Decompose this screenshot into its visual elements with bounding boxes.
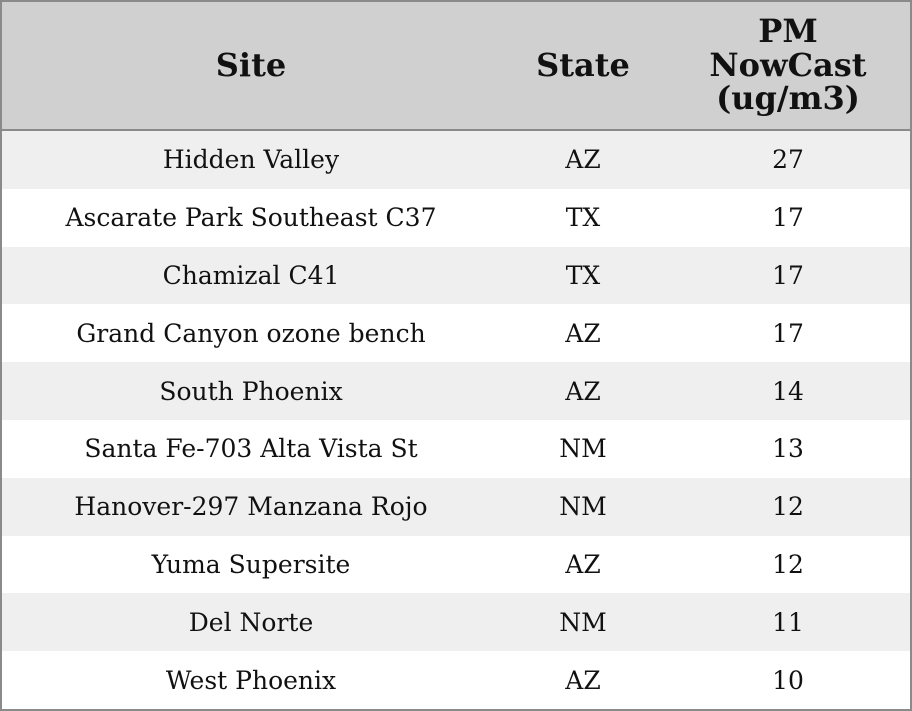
header-cell: PM NowCast (ug/m3) bbox=[666, 2, 910, 131]
table-cell: 17 bbox=[666, 304, 910, 363]
table-body: Hidden Valley AZ 27 Ascarate Park Southeast… bbox=[2, 130, 910, 709]
table-row: Hanover-297 Manzana Rojo NM 12 bbox=[2, 477, 910, 536]
table-row: South Phoenix AZ 14 bbox=[2, 362, 910, 420]
header-text: PM NowCast (ug/m3) bbox=[709, 12, 867, 118]
table-cell: NM bbox=[500, 477, 666, 536]
header-row: Site State PM NowCast (ug/m3) bbox=[2, 2, 910, 131]
header-text: Site bbox=[215, 45, 287, 84]
table-cell: 17 bbox=[666, 246, 910, 305]
table-row: Santa Fe-703 Alta Vista St NM 13 bbox=[2, 419, 910, 478]
table-cell: AZ bbox=[500, 651, 666, 709]
table-cell: 10 bbox=[666, 651, 910, 709]
table-cell: 12 bbox=[666, 535, 910, 594]
table-cell: 12 bbox=[666, 477, 910, 536]
table-cell: TX bbox=[500, 188, 666, 247]
table-cell: Grand Canyon ozone bench bbox=[2, 304, 500, 363]
table-row: Chamizal C41 TX 17 bbox=[2, 246, 910, 305]
table-cell: Chamizal C41 bbox=[2, 246, 500, 305]
table-cell: Santa Fe-703 Alta Vista St bbox=[2, 419, 500, 478]
table-row: Yuma Supersite AZ 12 bbox=[2, 535, 910, 594]
table-cell: TX bbox=[500, 246, 666, 305]
table-cell: South Phoenix bbox=[2, 362, 500, 420]
table-row: Hidden Valley AZ 27 bbox=[2, 130, 910, 189]
table-cell: NM bbox=[500, 419, 666, 478]
table-cell: West Phoenix bbox=[2, 651, 500, 709]
header-cell: Site bbox=[2, 2, 500, 131]
table-cell: 11 bbox=[666, 593, 910, 652]
header-text: State bbox=[536, 45, 630, 84]
table-cell: NM bbox=[500, 593, 666, 652]
table-row: West Phoenix AZ 10 bbox=[2, 651, 910, 709]
table-cell: Yuma Supersite bbox=[2, 535, 500, 594]
table-cell: AZ bbox=[500, 130, 666, 189]
table-cell: 13 bbox=[666, 419, 910, 478]
table-row: Grand Canyon ozone bench AZ 17 bbox=[2, 304, 910, 363]
table-cell: Del Norte bbox=[2, 593, 500, 652]
table-cell: Hidden Valley bbox=[2, 130, 500, 189]
table-cell: 14 bbox=[666, 362, 910, 420]
table-cell: 27 bbox=[666, 130, 910, 189]
header-cell: State bbox=[500, 2, 666, 131]
table-cell: AZ bbox=[500, 535, 666, 594]
table-cell: AZ bbox=[500, 304, 666, 363]
table-row: Del Norte NM 11 bbox=[2, 593, 910, 652]
table-cell: 17 bbox=[666, 188, 910, 247]
table-cell: Hanover-297 Manzana Rojo bbox=[2, 477, 500, 536]
table-cell: Ascarate Park Southeast C37 bbox=[2, 188, 500, 247]
table-cell: AZ bbox=[500, 362, 666, 420]
table-row: Ascarate Park Southeast C37 TX 17 bbox=[2, 188, 910, 247]
